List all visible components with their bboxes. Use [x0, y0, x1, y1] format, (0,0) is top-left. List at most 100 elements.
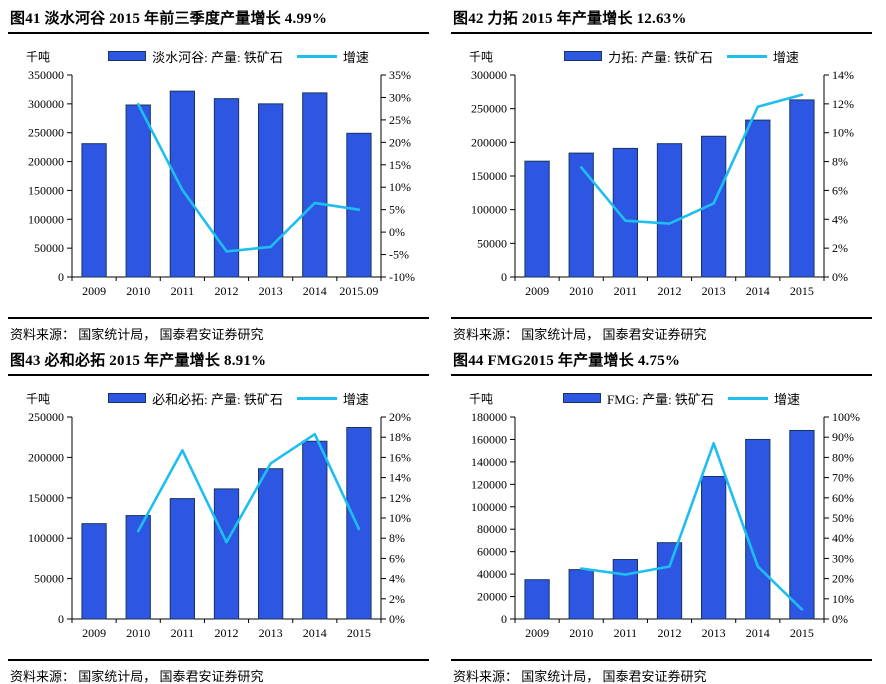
right-axis-tick-label: 16%: [389, 450, 411, 464]
growth-line: [136, 102, 361, 253]
left-axis-tick-label: 60000: [477, 545, 507, 559]
right-axis-tick-label: 10%: [832, 592, 854, 606]
left-axis-tick-label: 100000: [471, 500, 507, 514]
bar-2010: [568, 569, 594, 620]
bar-2013: [701, 475, 727, 620]
legend: 淡水河谷: 产量: 铁矿石 增速: [8, 45, 429, 67]
combo-chart-figure44: 0 20000 40000 60000 80000 100000 120000 140000 1…: [471, 410, 860, 640]
right-axis-tick-label: 2%: [832, 241, 848, 255]
left-axis-tick-label: 350000: [28, 68, 64, 82]
right-axis-tick-label: 50%: [832, 511, 854, 525]
line-series-swatch-icon: [726, 54, 767, 58]
left-axis-tick-label: 160000: [471, 432, 507, 446]
bar-2011: [169, 90, 195, 278]
chart-title: 图41 淡水河谷 2015 年前三季度产量增长 4.99%: [8, 5, 429, 34]
right-axis-tick-label: 14%: [389, 471, 411, 485]
figure41-panel: 图41 淡水河谷 2015 年前三季度产量增长 4.99% 千吨 淡水河谷: 产…: [0, 0, 443, 342]
bar-2012: [213, 488, 240, 620]
bar-2011: [612, 147, 638, 278]
left-axis-tick-label: 200000: [28, 450, 64, 464]
source-note: 资料来源： 国家统计局， 国泰君安证券研究: [451, 317, 872, 342]
axis-unit-label: 千吨: [26, 392, 51, 406]
right-axis-tick-label: 30%: [389, 90, 411, 104]
axis-unit-label: 千吨: [469, 50, 494, 64]
left-axis-tick-label: 50000: [34, 572, 64, 586]
right-axis-tick-label: 25%: [389, 113, 411, 127]
left-axis-tick-label: 150000: [28, 491, 64, 505]
left-axis-tick-label: 40000: [477, 567, 507, 581]
left-axis-tick-label: 0: [58, 612, 64, 626]
bar-2012: [213, 98, 240, 278]
x-axis-category-label: 2014: [303, 626, 327, 640]
left-axis-tick-label: 20000: [477, 590, 507, 604]
growth-line: [579, 441, 804, 611]
bar-2014: [302, 440, 328, 620]
right-axis-tick-label: 90%: [832, 430, 854, 444]
right-axis-tick-label: 60%: [832, 491, 854, 505]
x-axis-category-label: 2014: [746, 626, 770, 640]
bar-2014: [302, 92, 328, 278]
source-note: 资料来源： 国家统计局， 国泰君安证券研究: [8, 659, 429, 684]
x-axis-category-label: 2015: [790, 284, 814, 298]
left-axis-tick-label: 0: [501, 612, 507, 626]
axis-unit-label: 千吨: [26, 50, 51, 64]
left-axis-tick-label: 50000: [34, 241, 64, 255]
bar-2014: [745, 438, 771, 620]
left-axis-tick-label: 150000: [471, 169, 507, 183]
source-note: 资料来源： 国家统计局， 国泰君安证券研究: [451, 659, 872, 684]
x-axis-category-label: 2009: [82, 626, 106, 640]
left-axis-tick-label: 0: [501, 270, 507, 284]
right-axis-tick-label: 8%: [832, 155, 848, 169]
chart-title: 图43 必和必拓 2015 年产量增长 8.91%: [8, 347, 429, 376]
left-axis-tick-label: 100000: [28, 531, 64, 545]
right-axis-tick-label: 14%: [832, 68, 854, 82]
right-axis-tick-label: 6%: [389, 551, 405, 565]
axis-unit-label: 千吨: [469, 392, 494, 406]
right-axis-tick-label: 30%: [832, 551, 854, 565]
right-axis-tick-label: 100%: [832, 410, 860, 424]
line-series-swatch-icon: [727, 396, 768, 400]
right-axis-tick-label: 40%: [832, 531, 854, 545]
left-axis-tick-label: 100000: [28, 212, 64, 226]
right-axis-tick-label: 10%: [389, 511, 411, 525]
x-axis-category-label: 2009: [82, 284, 106, 298]
x-axis-category-label: 2012: [215, 284, 239, 298]
left-axis-tick-label: 250000: [28, 126, 64, 140]
legend-item-bar: 力拓: 产量: 铁矿石: [564, 47, 713, 66]
bar-2013: [258, 103, 284, 278]
bar-2010: [125, 104, 151, 278]
combo-chart-figure42: 0 50000 100000 150000 200000 250000 300000 0% 2%…: [471, 68, 854, 298]
bar-series-swatch-icon: [563, 393, 602, 403]
bar-2014: [745, 119, 771, 278]
bar-2010: [568, 152, 594, 278]
x-axis-category-label: 2010: [569, 284, 593, 298]
bar-2009: [524, 160, 550, 278]
source-note: 资料来源： 国家统计局， 国泰君安证券研究: [8, 317, 429, 342]
x-axis-category-label: 2011: [171, 284, 195, 298]
right-axis-tick-label: 80%: [832, 450, 854, 464]
bar-2011: [169, 498, 195, 620]
line-series-swatch-icon: [296, 54, 337, 58]
legend-item-bar: FMG: 产量: 铁矿石: [563, 389, 714, 408]
x-axis-category-label: 2014: [746, 284, 770, 298]
right-axis-tick-label: 12%: [389, 491, 411, 505]
x-axis-category-label: 2010: [126, 284, 150, 298]
chart-title: 图42 力拓 2015 年产量增长 12.63%: [451, 5, 872, 34]
figure43-panel: 图43 必和必拓 2015 年产量增长 8.91% 千吨 必和必拓: 产量: 铁…: [0, 342, 443, 684]
bar-2009: [524, 579, 550, 620]
x-axis-category-label: 2011: [614, 284, 638, 298]
left-axis-tick-label: 200000: [28, 155, 64, 169]
x-axis-category-label: 2011: [171, 626, 195, 640]
right-axis-tick-label: 10%: [389, 180, 411, 194]
x-axis-category-label: 2012: [658, 284, 682, 298]
right-axis-tick-label: 0%: [389, 612, 405, 626]
x-axis-category-label: 2012: [215, 626, 239, 640]
left-axis-tick-label: 150000: [28, 183, 64, 197]
bar-2015: [789, 99, 815, 278]
bar-series-swatch-icon: [108, 393, 147, 403]
left-axis-tick-label: 120000: [471, 477, 507, 491]
growth-line: [136, 432, 361, 544]
legend-bar-label: 力拓: 产量: 铁矿石: [608, 49, 713, 65]
x-axis-category-label: 2015.09: [339, 284, 378, 298]
right-axis-tick-label: 70%: [832, 471, 854, 485]
